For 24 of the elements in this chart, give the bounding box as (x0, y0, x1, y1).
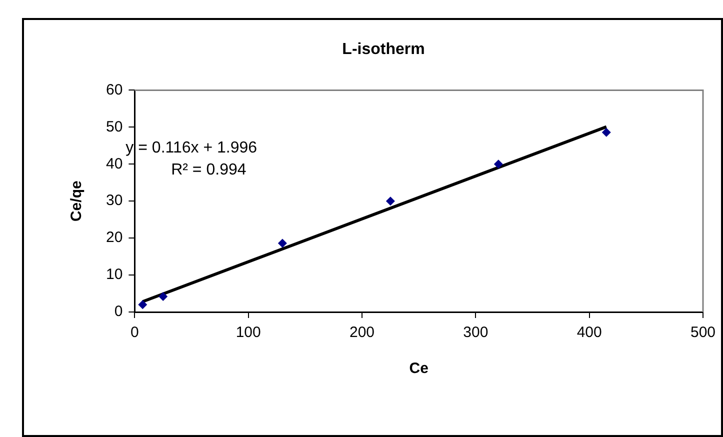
y-tick-label: 50 (106, 118, 123, 136)
y-tick-label: 20 (106, 229, 123, 246)
point (278, 238, 287, 248)
x-tick-label: 200 (349, 324, 375, 342)
point (386, 196, 395, 206)
point (138, 300, 148, 310)
x-tick-label: 100 (236, 324, 261, 342)
x-axis-title: Ce (409, 360, 428, 378)
x-tick-label: 400 (576, 324, 602, 342)
y-tick-label: 60 (106, 81, 123, 98)
x-tick-label: 0 (130, 324, 139, 342)
point (158, 292, 168, 301)
chart-title: L-isotherm (342, 41, 425, 58)
annotation: y = 0.116x + 1.996 (126, 140, 258, 157)
y-axis-title: Ce/qe (68, 180, 86, 222)
annotation: R² = 0.994 (171, 162, 246, 179)
x-tick-label: 500 (690, 324, 716, 342)
y-tick-label: 10 (106, 266, 123, 284)
point (602, 128, 611, 137)
point (494, 160, 503, 169)
y-tick-label: 40 (106, 155, 123, 172)
y-tick-label: 30 (106, 192, 123, 210)
x-tick-label: 300 (463, 324, 488, 342)
y-tick-label: 0 (114, 303, 123, 320)
